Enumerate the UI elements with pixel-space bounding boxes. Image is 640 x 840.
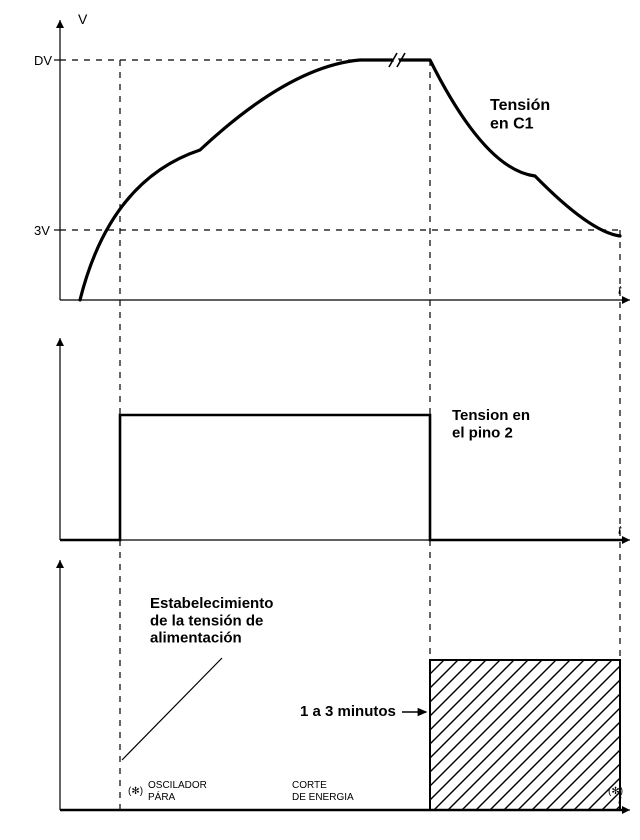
timing-diagram-svg: VtDV3VTensiónen C1tTension enel pino 2tE… (0, 0, 640, 840)
title-c1: Tensiónen C1 (490, 97, 550, 132)
label-minutos: 1 a 3 minutos (300, 703, 396, 720)
asterisk-left: (✻) (128, 786, 143, 797)
oscillator-chart (60, 658, 640, 810)
labels-group: VtDV3VTensiónen C1tTension enel pino 2tE… (34, 11, 623, 807)
figure-container: { "canvas": { "width": 640, "height": 84… (0, 0, 640, 840)
label-oscilador: OSCILADORPÁRA (148, 780, 207, 803)
c1-voltage-chart (80, 51, 620, 300)
title-pin2: Tension enel pino 2 (452, 407, 530, 441)
pin2-pulse (60, 415, 622, 540)
tick-label-3v: 3V (34, 223, 50, 238)
asterisk-right: (✻) (608, 786, 623, 797)
energize-region (430, 660, 620, 810)
label-corte: CORTEDE ENERGIA (292, 780, 354, 803)
label-estabelecimiento: Estabelecimientode la tensión dealimenta… (150, 595, 273, 647)
pin2-voltage-chart (60, 415, 622, 540)
c1-fall-curve (430, 60, 620, 236)
x-axis-label-t2: t (618, 523, 622, 537)
tick-label-dv: DV (34, 53, 52, 68)
y-axis-label-V: V (78, 11, 88, 27)
axes-group (54, 20, 630, 814)
reference-dashes (60, 60, 620, 810)
lead-line (122, 658, 222, 760)
x-axis-label-t1: t (618, 283, 622, 297)
c1-rise-curve (80, 60, 360, 300)
